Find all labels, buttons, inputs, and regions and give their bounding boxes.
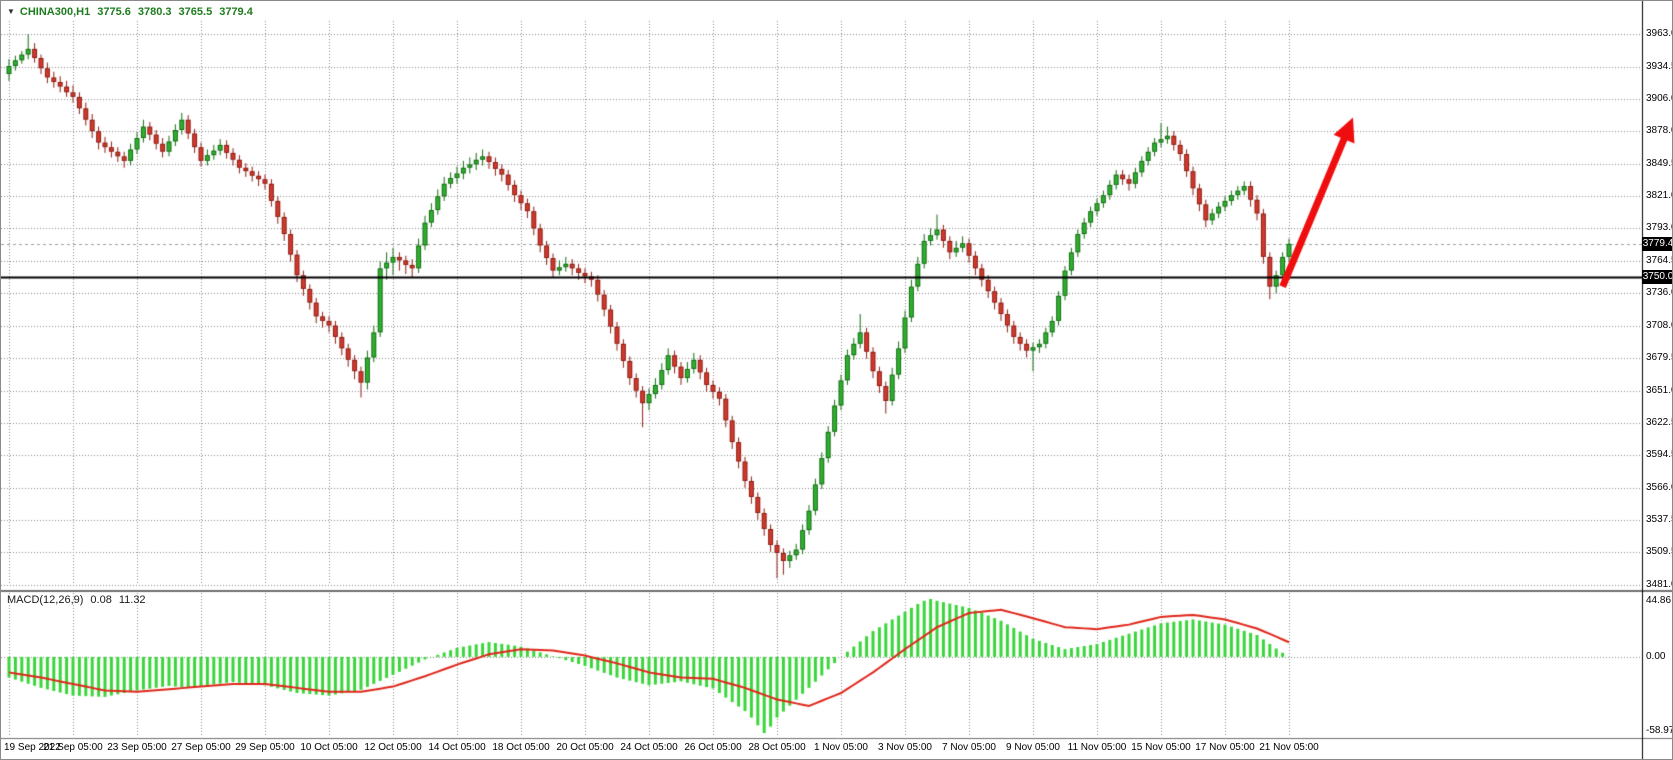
price-tick-label: 3849.5 [1646,157,1672,169]
ohlc-high-value: 3780.3 [137,6,172,18]
time-tick-label: 24 Oct 05:00 [620,742,678,753]
price-tick-label: 3594.5 [1646,449,1672,461]
time-tick-label: 20 Oct 05:00 [556,742,614,753]
price-tick-label: 3651.0 [1646,384,1672,396]
price-tick-label: 3537.5 [1646,514,1672,526]
symbol-period-label: CHINA300,H1 [19,6,91,18]
time-axis[interactable]: 19 Sep 2022 21 Sep 05:00 23 Sep 05:00 27 Se… [1,740,1642,759]
panel-splitter[interactable] [1,589,1672,593]
price-tick-label: 3679.5 [1646,352,1672,364]
price-tick-label: 3481.0 [1646,579,1672,590]
price-tick-label: 3906.0 [1646,93,1672,105]
time-tick-label: 18 Oct 05:00 [492,742,550,753]
ohlc-open-value: 3775.6 [97,6,131,18]
macd-signal-value: 11.32 [118,594,146,606]
time-tick-label: 26 Oct 05:00 [684,742,742,753]
time-tick-label: 28 Oct 05:00 [748,742,806,753]
price-tick-label: 3622.5 [1646,417,1672,429]
time-tick-label: 7 Nov 05:00 [942,742,996,753]
macd-main-value: 0.08 [90,594,112,606]
time-tick-label: 23 Sep 05:00 [107,742,167,753]
time-tick-label: 10 Oct 05:00 [300,742,358,753]
time-tick-label: 15 Nov 05:00 [1131,742,1191,753]
macd-axis-label: -58.97 [1646,725,1673,736]
time-tick-label: 11 Nov 05:00 [1067,742,1127,753]
macd-name-label: MACD(12,26,9) [7,594,84,606]
symbol-ohlc-label: ▼ CHINA300,H1 3775.6 3780.3 3765.5 3779.4 [7,6,260,18]
price-axis[interactable]: 3963.0 3934.5 3906.0 3878.0 3849.5 3821.0 3793… [1642,1,1673,759]
price-tick-label: 3708.0 [1646,319,1672,331]
price-tick-label: 3509.5 [1646,546,1672,558]
time-tick-label: 21 Nov 05:00 [1259,742,1319,753]
time-tick-label: 21 Sep 05:00 [43,742,103,753]
time-tick-label: 17 Nov 05:00 [1195,742,1255,753]
price-tick-label: 3934.5 [1646,60,1672,72]
ohlc-close-value: 3779.4 [219,6,253,18]
ohlc-low-value: 3765.5 [178,6,213,18]
price-tick-label: 3793.0 [1646,222,1672,234]
macd-axis-label: 44.86 [1646,595,1672,606]
time-tick-label: 29 Sep 05:00 [235,742,295,753]
price-tick-label: 3878.0 [1646,125,1672,137]
horizontal-line-price-badge[interactable]: 3750.0 [1642,270,1673,285]
price-tick-label: 3764.5 [1646,254,1672,266]
time-tick-label: 3 Nov 05:00 [878,742,932,753]
macd-axis-label: 0.00 [1646,650,1666,662]
time-tick-label: 27 Sep 05:00 [171,742,231,753]
time-tick-label: 12 Oct 05:00 [364,742,422,753]
time-tick-label: 14 Oct 05:00 [428,742,486,753]
macd-indicator-label: MACD(12,26,9) 0.08 11.32 [7,594,153,606]
price-tick-label: 3566.0 [1646,481,1672,493]
current-price-badge: 3779.4 [1642,236,1673,251]
price-tick-label: 3963.0 [1646,28,1672,39]
price-tick-label: 3821.0 [1646,190,1672,202]
time-tick-label: 19 Sep 2022 [4,742,61,753]
price-tick-label: 3736.0 [1646,287,1672,299]
time-tick-label: 1 Nov 05:00 [814,742,868,753]
time-tick-label: 9 Nov 05:00 [1006,742,1060,753]
symbol-dropdown-icon[interactable]: ▼ [7,7,15,16]
